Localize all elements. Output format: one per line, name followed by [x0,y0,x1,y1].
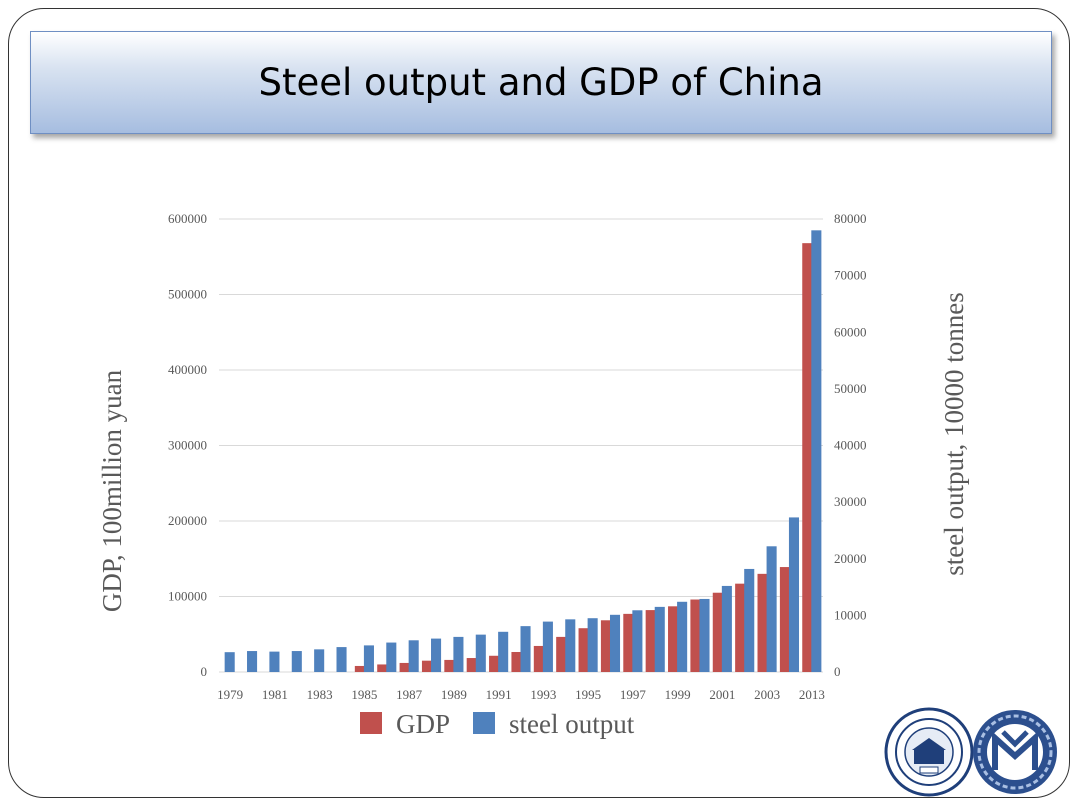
x-tick-label: 1995 [575,687,601,702]
x-tick-label: 1997 [620,687,647,702]
y2-tick-label: 40000 [834,438,867,453]
bar-steel [475,634,486,672]
legend-label-gdp: GDP [396,709,450,739]
bar-gdp [645,610,656,672]
bar-steel [721,585,732,672]
bar-gdp [690,599,701,672]
legend-label-steel: steel output [509,709,635,739]
bar-gdp [556,636,567,672]
bar-steel [744,568,755,672]
bar-steel [699,598,710,672]
bar-gdp [735,583,746,672]
bar-gdp [600,620,611,672]
y2-tick-label: 60000 [834,324,867,339]
bar-gdp [533,645,544,672]
bar-gdp [377,664,388,672]
bar-steel [565,619,576,672]
bar-steel [408,640,419,672]
bar-steel [788,517,800,672]
university-seal-icon [884,707,974,797]
y-tick-label: 200000 [168,513,207,528]
bar-steel [314,649,325,672]
x-tick-label: 1979 [217,687,243,702]
bar-steel [453,636,464,672]
tick-labels: 0 100000 200000 300000 400000 500000 600000 0 10… [168,211,867,702]
bar-gdp [511,651,522,672]
title-bar: Steel output and GDP of China [30,31,1052,134]
bars [224,230,822,672]
bar-steel [247,651,258,672]
bar-steel [609,614,621,672]
y2-tick-label: 80000 [834,211,867,226]
x-tick-label: 1989 [441,687,467,702]
x-tick-label: 1999 [665,687,691,702]
gridlines [219,218,823,673]
bar-gdp [466,658,477,672]
bar-gdp [668,606,679,672]
y-tick-label: 300000 [168,438,207,453]
bar-steel [224,652,235,672]
bar-gdp [354,665,365,672]
bar-gdp [444,659,455,672]
bar-gdp [623,613,634,672]
bar-steel [291,651,302,672]
bar-steel [542,621,553,672]
y-tick-label: 100000 [168,589,207,604]
x-tick-label: 2013 [799,687,825,702]
y2-tick-label: 30000 [834,494,867,509]
bar-steel [498,631,509,672]
bar-steel [431,638,442,672]
bar-steel [587,618,598,672]
y2-tick-label: 70000 [834,268,867,283]
slide-title: Steel output and GDP of China [258,61,824,104]
x-tick-label: 1987 [396,687,423,702]
bar-gdp [802,243,813,672]
bar-steel [520,626,531,672]
bar-gdp [489,655,500,672]
x-tick-label: 2003 [754,687,780,702]
y-tick-label: 600000 [168,211,207,226]
bar-steel [269,651,280,672]
y2-tick-label: 0 [834,664,841,679]
x-tick-label: 2001 [709,687,735,702]
x-tick-label: 1981 [262,687,288,702]
bar-gdp [578,628,589,672]
bar-gdp [779,567,790,672]
y-axis-title: GDP, 100million yuan [97,369,127,612]
y-tick-label: 400000 [168,362,207,377]
x-tick-label: 1983 [307,687,333,702]
school-emblem-icon [973,710,1057,794]
bar-steel [811,230,822,672]
bar-steel [766,546,777,672]
bar-steel [363,645,374,672]
bar-gdp [399,662,410,672]
legend-swatch-gdp [360,712,382,734]
university-logos [884,707,1057,797]
y2-axis-title: steel output, 10000 tonnes [939,292,969,575]
x-tick-label: 1991 [486,687,512,702]
bar-steel [632,610,643,672]
x-tick-label: 1993 [530,687,556,702]
bar-gdp [712,592,723,672]
x-tick-label: 1985 [351,687,377,702]
bar-gdp [757,573,768,672]
bar-steel [677,601,688,672]
y2-tick-label: 20000 [834,551,867,566]
bar-steel [654,606,665,672]
y2-tick-label: 10000 [834,607,867,622]
y-tick-label: 0 [201,664,208,679]
y-tick-label: 500000 [168,287,207,302]
bar-steel [386,642,397,672]
legend: GDP steel output [360,709,635,739]
y2-tick-label: 50000 [834,381,867,396]
legend-swatch-steel [473,712,495,734]
bar-gdp [421,660,433,672]
bar-steel [336,647,347,672]
